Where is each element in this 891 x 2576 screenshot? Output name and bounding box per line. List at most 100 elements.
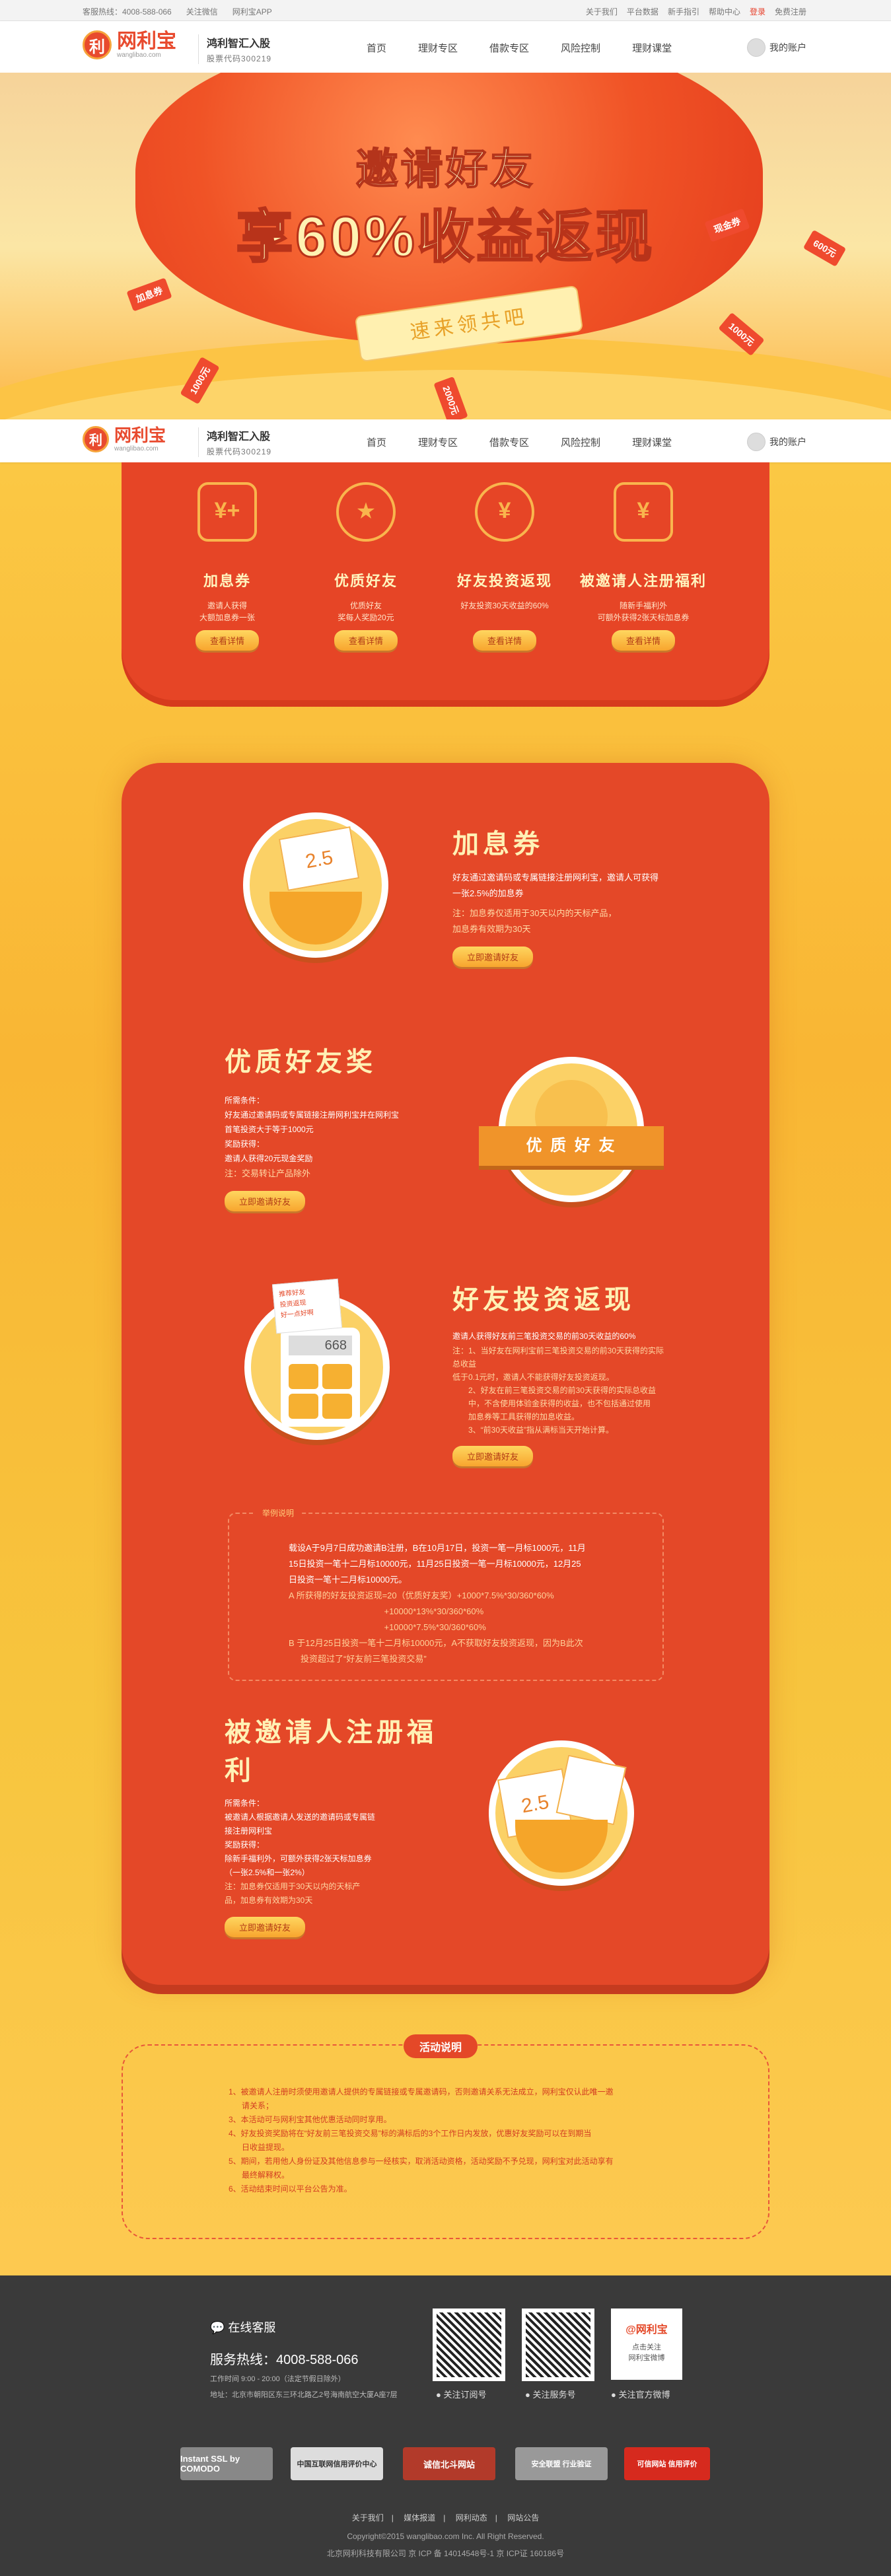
footer-link-about[interactable]: 关于我们 (351, 2513, 384, 2522)
section-note: 3、“前30天收益”指从满标当天开始计算。 (468, 1425, 614, 1435)
rules-list: 1、被邀请人注册时须使用邀请人提供的专属链接或专属邀请码，否则邀请关系无法成立，… (229, 2085, 664, 2196)
logo-url: wanglibao.com (114, 445, 159, 452)
main-nav: 首页 理财专区 借款专区 风险控制 理财课堂 (367, 435, 672, 449)
slogan-sub: 股票代码300219 (207, 447, 272, 456)
footer-link-media[interactable]: 媒体报道 (404, 2513, 436, 2522)
top-bar: 客服热线：4008-588-066 关注微信 网利宝APP 关于我们 平台数据 … (0, 0, 891, 21)
section-title: 好友投资返现 (452, 1285, 635, 1314)
register-coupon-illustration: 2.5 (489, 1740, 634, 1886)
nav-invest[interactable]: 理财专区 (418, 43, 458, 54)
example-tag: 举例说明 (256, 1506, 301, 1520)
account-menu[interactable]: 我的账户 (747, 433, 806, 451)
invite-button[interactable]: 立即邀请好友 (452, 947, 534, 967)
nav-class[interactable]: 理财课堂 (632, 437, 672, 448)
logo-text: 网利宝 (117, 30, 176, 52)
hotline-text: 客服热线：4008-588-066 (83, 7, 172, 17)
logo-text: 网利宝 (114, 425, 166, 445)
site-footer: 💬 在线客服 服务热线：4008-588-066 工作时间 9:00 - 20:… (0, 2275, 891, 2576)
coupon-icon: ¥+ (197, 482, 257, 542)
invite-button[interactable]: 立即邀请好友 (452, 1446, 534, 1466)
section-text: 邀请人获得好友前三笔投资交易的前30天收益的60% (452, 1332, 636, 1341)
coupon-card: 2.5 (278, 826, 360, 891)
nav-risk[interactable]: 风险控制 (561, 437, 601, 448)
nav-class[interactable]: 理财课堂 (632, 43, 672, 54)
nav-risk[interactable]: 风险控制 (561, 43, 601, 54)
hero-ticket: 加息券 (126, 277, 172, 312)
example-text: 载设A于9月7日成功邀请B注册，B在10月17日，投资一笔一月标1000元，11… (289, 1543, 586, 1664)
slogan-main: 鸿利智汇入股 (207, 38, 271, 50)
section-title: 优质好友奖 (225, 1048, 376, 1077)
qr-label-weibo[interactable]: ● 关注官方微博 (611, 2390, 670, 2400)
nav-loan[interactable]: 借款专区 (489, 43, 530, 54)
footer-link-news[interactable]: 网利动态 (455, 2513, 487, 2522)
section-coupon: 加息券 好友通过邀请码或专属链接注册网利宝，邀请人可获得一张2.5%的加息券 注… (452, 822, 664, 967)
work-hours: 工作时间 9:00 - 20:00（法定节假日除外） (210, 2375, 345, 2383)
weibo-text: 点击关注 网利宝微博 (628, 2343, 665, 2362)
feature-detail-button[interactable]: 查看详情 (611, 630, 675, 651)
icp: 北京网利科技有限公司 京 ICP 备 14014548号-1 京 ICP证 16… (326, 2549, 565, 2558)
sticky-note: 推荐好友 投资返现 好一点好啊 (271, 1278, 343, 1334)
weibo-card[interactable]: @网利宝 点击关注 网利宝微博 (611, 2308, 682, 2380)
top-link-data[interactable]: 平台数据 (626, 7, 659, 17)
section-note: 2、好友在前三笔投资交易的前30天获得的实际总收益 中，不含使用体验金获得的收益… (468, 1386, 657, 1421)
hero-title: 邀请好友 (355, 145, 536, 194)
account-menu[interactable]: 我的账户 (747, 38, 806, 57)
wechat-icon: ● (436, 2390, 444, 2400)
section-note: 注：加息券仅适用于30天以内的天标产 品，加息券有效期为30天 (225, 1882, 361, 1905)
rule-item: 3、本活动可与网利宝其他优惠活动同时享用。 (229, 2115, 392, 2124)
weibo-icon: ● (611, 2390, 619, 2400)
feature-desc: 优质好友 奖每人奖励20元 (338, 601, 394, 622)
badge-beidou[interactable]: 诚信北斗网站 (403, 2447, 495, 2480)
section-note: 注：交易转让产品除外 (225, 1168, 311, 1178)
logo[interactable]: 利 网利宝 wanglibao.com (83, 425, 166, 452)
nav-loan[interactable]: 借款专区 (489, 437, 530, 448)
coupon-card-back (555, 1754, 627, 1826)
feature-quality-friend: ★ 优质好友 优质好友 奖每人奖励20元 查看详情 (300, 482, 432, 651)
logo[interactable]: 利 网利宝 wanglibao.com (83, 30, 176, 59)
avatar (747, 433, 766, 451)
top-link-guide[interactable]: 新手指引 (667, 7, 699, 17)
feature-detail-button[interactable]: 查看详情 (334, 630, 398, 651)
yen-circle-icon: ¥ (475, 482, 534, 542)
calculator-display: 668 (289, 1336, 352, 1355)
badge-ssl[interactable]: Instant SSL by COMODO (180, 2447, 273, 2480)
badge-credit[interactable]: 中国互联网信用评价中心 (291, 2447, 383, 2480)
badge-safety[interactable]: 安全联盟 行业验证 (515, 2447, 608, 2480)
feature-detail-button[interactable]: 查看详情 (472, 630, 536, 651)
section-quality-friend: 优质好友奖 所需条件： 好友通过邀请码或专属链接注册网利宝并在网利宝 首笔投资大… (225, 1040, 436, 1211)
qr-label-service[interactable]: ● 关注服务号 (525, 2390, 576, 2400)
copyright: Copyright©2015 wanglibao.com Inc. All Ri… (347, 2532, 544, 2541)
feature-cashback: ¥ 好友投资返现 好友投资30天收益的60% 查看详情 (439, 482, 571, 651)
stock-slogan: 鸿利智汇入股 股票代码300219 (198, 427, 271, 457)
feature-detail-button[interactable]: 查看详情 (195, 630, 259, 651)
login-link[interactable]: 登录 (749, 7, 766, 17)
badge-trusted[interactable]: 可信网站 信用评价 (624, 2447, 710, 2480)
address: 地址：北京市朝阳区东三环北路乙2号海南航空大厦A座7层 (210, 2391, 398, 2399)
rule-item: 请关系； (229, 2101, 274, 2110)
chat-icon: 💬 (210, 2321, 229, 2334)
hotline-number: 4008-588-066 (276, 2353, 359, 2367)
feature-panel: ¥+ 加息券 邀请人获得 大额加息券一张 查看详情 ★ 优质好友 优质好友 奖每… (122, 462, 769, 707)
feature-desc: 随新手福利外 可额外获得2张天标加息券 (597, 601, 690, 622)
qr-label-subscription[interactable]: ● 关注订阅号 (436, 2390, 487, 2400)
hero-banner: 邀请好友 享60%收益返现 速来领共吧 现金券 600元 1000元 1000元… (0, 73, 891, 423)
wechat-link[interactable]: 关注微信 (186, 7, 218, 17)
user-star-icon: ★ (336, 482, 396, 542)
wallet-icon: ¥ (614, 482, 673, 542)
main-panel (122, 763, 769, 1985)
invite-button[interactable]: 立即邀请好友 (225, 1191, 306, 1211)
nav-home[interactable]: 首页 (367, 437, 387, 448)
stock-slogan: 鸿利智汇入股 股票代码300219 (198, 34, 271, 64)
nav-home[interactable]: 首页 (367, 43, 387, 54)
footer-link-notice[interactable]: 网站公告 (507, 2513, 540, 2522)
online-service-link[interactable]: 💬 在线客服 (210, 2321, 276, 2334)
section-title: 被邀请人注册福利 (225, 1718, 437, 1785)
account-label: 我的账户 (769, 437, 806, 447)
top-link-help[interactable]: 帮助中心 (708, 7, 740, 17)
section-note: 注：加息券仅适用于30天以内的天标产品， 加息券有效期为30天 (452, 908, 617, 934)
top-link-about[interactable]: 关于我们 (585, 7, 618, 17)
invite-button[interactable]: 立即邀请好友 (225, 1917, 306, 1937)
app-link[interactable]: 网利宝APP (232, 7, 272, 17)
register-link[interactable]: 免费注册 (774, 7, 806, 17)
nav-invest[interactable]: 理财专区 (418, 437, 458, 448)
